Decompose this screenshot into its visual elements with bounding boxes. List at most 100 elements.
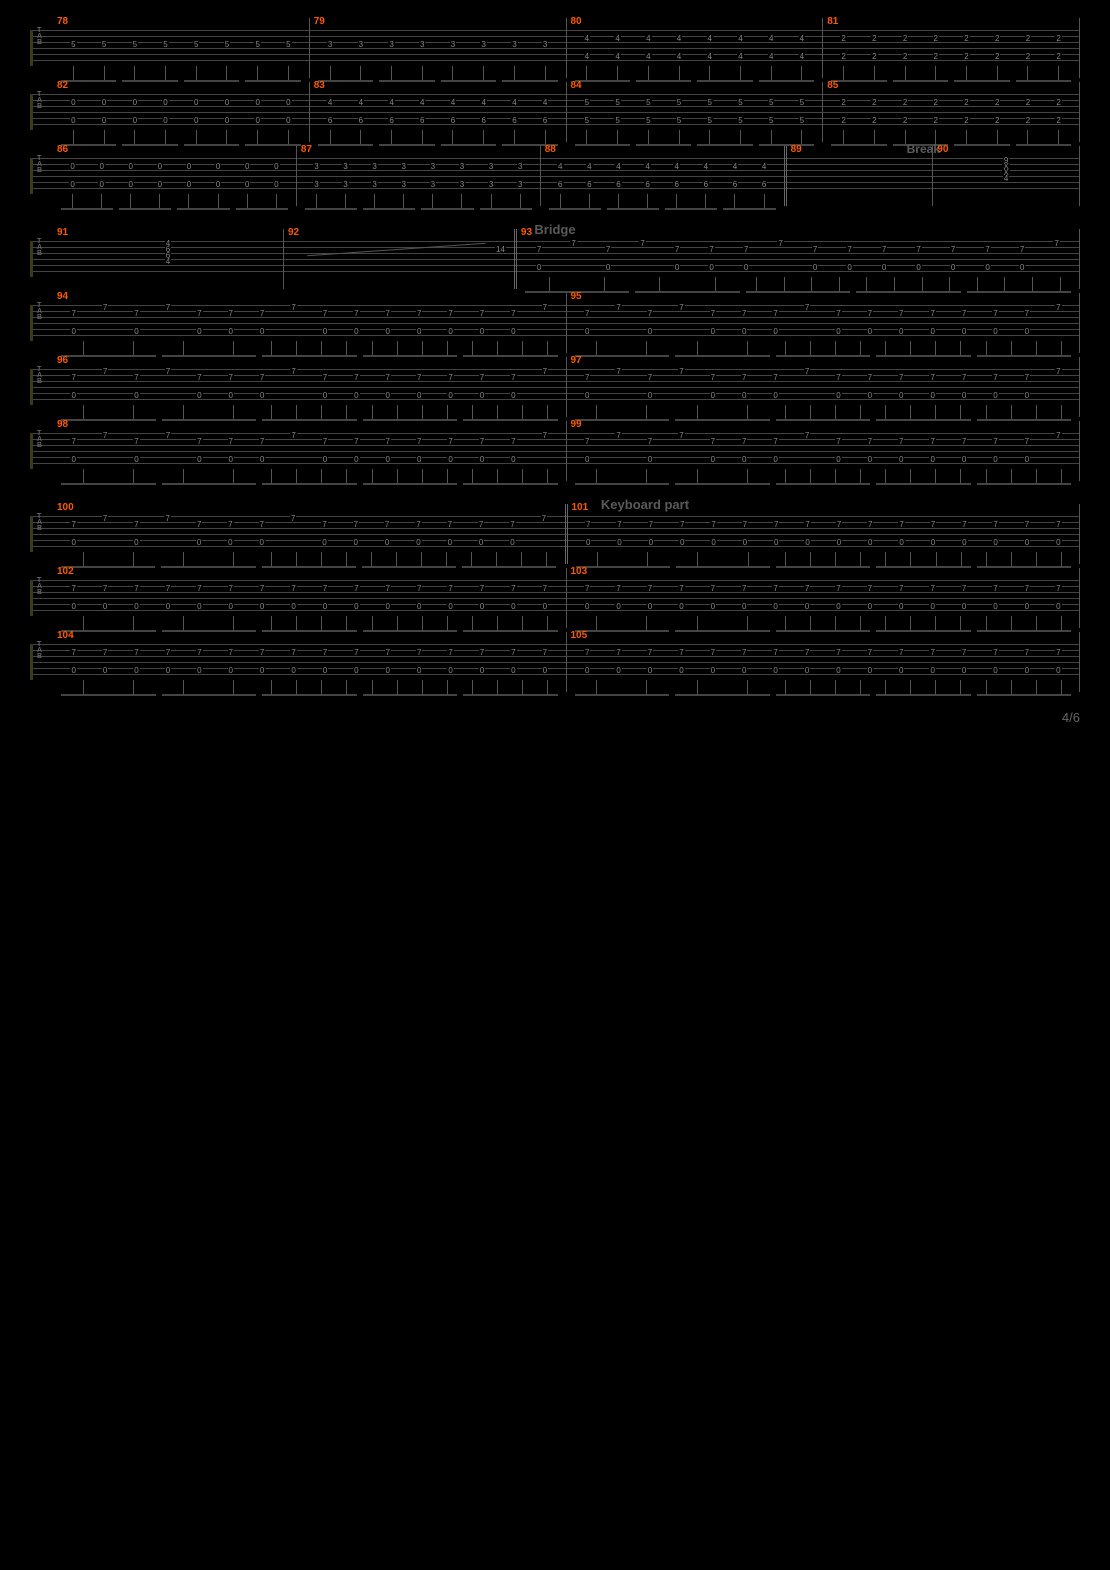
fret-number: 4: [511, 100, 517, 106]
fret-number: 0: [254, 100, 260, 106]
fret-number: 0: [929, 329, 935, 335]
fret-number: 5: [584, 100, 590, 106]
tab-clef: TAB: [37, 239, 42, 257]
staff-lines: TAB9146649214937077077070707707070707070…: [30, 241, 1080, 277]
measure: 820000000000000000: [53, 82, 310, 142]
fret-number: 5: [132, 42, 138, 48]
fret-number: 2: [871, 54, 877, 60]
fret-number: 7: [772, 375, 778, 381]
fret-number: 7: [353, 650, 359, 656]
fret-number: 3: [430, 182, 436, 188]
staff-system: TAB9470770770707077070707070707079570770…: [30, 305, 1080, 341]
fret-number: 7: [415, 522, 421, 528]
fret-number: 3: [542, 42, 548, 48]
fret-number: 4: [799, 36, 805, 42]
fret-number: 7: [1055, 369, 1061, 375]
fret-number: 7: [133, 375, 139, 381]
fret-number: 7: [584, 311, 590, 317]
fret-number: 4: [768, 54, 774, 60]
fret-number: 7: [804, 369, 810, 375]
fret-number: 7: [509, 522, 515, 528]
fret-number: 6: [761, 182, 767, 188]
fret-number: 7: [1024, 439, 1030, 445]
fret-number: 2: [963, 118, 969, 124]
fret-number: 7: [70, 650, 76, 656]
fret-number: 7: [479, 586, 485, 592]
fret-number: 7: [259, 375, 265, 381]
fret-number: 0: [162, 100, 168, 106]
fret-number: 7: [102, 650, 108, 656]
fret-number: 7: [929, 586, 935, 592]
measure: 873333333333333333: [297, 146, 541, 206]
fret-number: 0: [227, 540, 233, 546]
fret-number: 7: [259, 522, 265, 528]
fret-number: 0: [416, 393, 422, 399]
fret-number: 7: [867, 586, 873, 592]
fret-number: 7: [804, 650, 810, 656]
fret-number: 7: [228, 375, 234, 381]
fret-number: 7: [322, 439, 328, 445]
staff-lines: TAB9870770770707077070707070707079970770…: [30, 433, 1080, 469]
fret-number: 5: [584, 118, 590, 124]
measure-number: 99: [571, 419, 582, 430]
fret-number: 0: [133, 540, 139, 546]
fret-number: 7: [542, 305, 548, 311]
fret-number: 7: [898, 586, 904, 592]
fret-number: 4: [450, 100, 456, 106]
fret-number: 0: [128, 182, 134, 188]
measure: 997077077070707707070707070707: [567, 421, 1081, 481]
fret-number: 0: [710, 329, 716, 335]
fret-number: 6: [732, 182, 738, 188]
fret-number: 2: [871, 100, 877, 106]
fret-number: 0: [678, 668, 684, 674]
fret-number: 7: [353, 439, 359, 445]
fret-number: 4: [586, 164, 592, 170]
fret-number: 0: [1024, 457, 1030, 463]
fret-number: 4: [358, 100, 364, 106]
fret-number: 6: [450, 118, 456, 124]
fret-number: 7: [743, 247, 749, 253]
fret-number: 0: [867, 668, 873, 674]
fret-number: 5: [101, 42, 107, 48]
fret-number: 3: [517, 164, 523, 170]
fret-number: 0: [804, 668, 810, 674]
fret-number: 5: [645, 100, 651, 106]
measure: 10570707070707070707070707070707070: [567, 632, 1081, 692]
fret-number: 3: [358, 42, 364, 48]
fret-number: 0: [98, 182, 104, 188]
fret-number: 7: [1024, 586, 1030, 592]
fret-number: 7: [741, 650, 747, 656]
measure: 977077077070707707070707070707: [567, 357, 1081, 417]
fret-number: 7: [447, 586, 453, 592]
fret-number: 0: [961, 329, 967, 335]
fret-number: 7: [898, 439, 904, 445]
beam-row: [541, 194, 784, 214]
fret-number: 2: [902, 36, 908, 42]
fret-number: 0: [157, 182, 163, 188]
fret-number: 7: [950, 247, 956, 253]
measure-number: 102: [57, 566, 74, 577]
staff-lines: TAB7855555555793333333380444444444444444…: [30, 30, 1080, 66]
fret-number: 7: [584, 650, 590, 656]
fret-number: 0: [101, 100, 107, 106]
fret-number: 7: [867, 522, 873, 528]
fret-number: 7: [898, 375, 904, 381]
notes-row: 7077077070707707070707070707: [53, 433, 566, 469]
beam-row: [53, 469, 566, 489]
measure-number: 79: [314, 16, 325, 27]
fret-number: 3: [401, 164, 407, 170]
measure: 845555555555555555: [567, 82, 824, 142]
fret-number: 7: [385, 650, 391, 656]
fret-number: 7: [929, 439, 935, 445]
measure-number: 96: [57, 355, 68, 366]
fret-number: 4: [614, 36, 620, 42]
fret-number: 0: [416, 329, 422, 335]
staff-lines: TAB1027070707070707070707070707070707010…: [30, 580, 1080, 616]
fret-number: 0: [648, 540, 654, 546]
fret-number: 0: [961, 393, 967, 399]
fret-number: 7: [678, 433, 684, 439]
fret-number: 7: [416, 586, 422, 592]
fret-number: 7: [227, 522, 233, 528]
fret-number: 0: [678, 604, 684, 610]
fret-number: 7: [710, 650, 716, 656]
